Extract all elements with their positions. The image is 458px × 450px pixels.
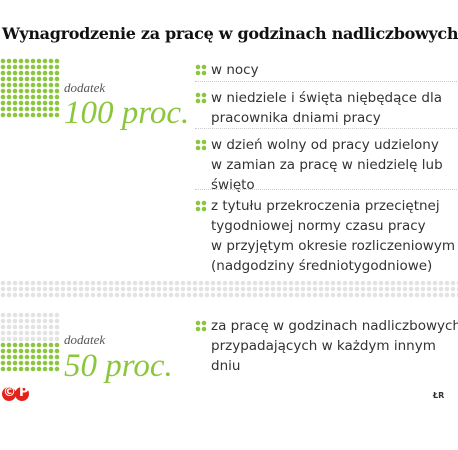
bullet <box>195 200 207 212</box>
list-item: w dzień wolny od pracy udzielony w zamian… <box>195 135 457 195</box>
bullet <box>195 64 207 76</box>
list-item: w nocy <box>195 60 457 80</box>
logo: ©P <box>2 385 32 401</box>
separator <box>195 189 457 190</box>
item-line: przypadających w każdym innym <box>211 338 436 354</box>
bullet <box>195 139 207 151</box>
section-amount: 100 proc. <box>64 95 190 131</box>
item-line: w zamian za pracę w niedzielę lub <box>211 157 443 173</box>
section-amount: 50 proc. <box>64 348 173 384</box>
item-line: święto <box>211 177 255 193</box>
section-label: dodatek <box>64 332 106 347</box>
bullet <box>195 92 207 104</box>
item-line: dniu <box>211 358 241 374</box>
logo-shape <box>2 387 29 401</box>
item-line: w dzień wolny od pracy udzielony <box>211 137 439 153</box>
dot-grid <box>0 58 60 118</box>
title: Wynagrodzenie za pracę w godzinach nadli… <box>2 24 458 43</box>
section-label: dodatek <box>64 80 106 95</box>
list-item: z tytułu przekroczenia przeciętnej tygodn… <box>195 196 457 276</box>
logo-text: ©P <box>3 385 32 400</box>
item-line: tygodniowej normy czasu pracy <box>211 218 426 234</box>
bullet <box>195 320 207 332</box>
item-line: za pracę w godzinach nadliczbowych <box>211 318 458 334</box>
item-line: (nadgodziny średniotygodniowe) <box>211 258 433 274</box>
item-line: w niedziele i święta niębędące dla <box>211 90 442 106</box>
item-line: pracownika dniami pracy <box>211 110 381 126</box>
item-line: w przyjętym okresie rozliczeniowym <box>211 238 455 254</box>
list-item: w niedziele i święta niębędące dla pracow… <box>195 88 457 128</box>
item-line: w nocy <box>211 62 259 78</box>
author: ŁR <box>433 391 445 400</box>
separator <box>195 128 457 129</box>
separator <box>195 81 457 82</box>
list-item: za pracę w godzinach nadliczbowych przypa… <box>195 316 458 376</box>
dot-grid <box>0 312 60 372</box>
divider <box>0 280 458 298</box>
item-line: z tytułu przekroczenia przeciętnej <box>211 198 440 214</box>
